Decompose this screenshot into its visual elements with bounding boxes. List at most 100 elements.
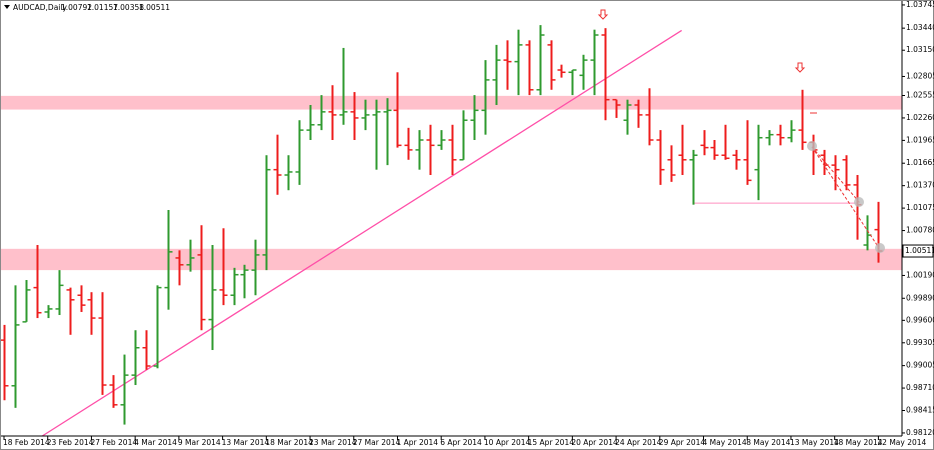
x-tick-label: 10 Apr 2014 [484,438,531,447]
arrows [597,9,806,73]
ohlc-bar [153,285,162,369]
ohlc-bar [437,130,446,150]
ohlc-bar [557,64,566,78]
x-tick-label: 27 Feb 2014 [90,438,137,447]
ohlc-bar [601,28,610,121]
x-tick-label: 15 Apr 2014 [528,438,575,447]
ohlc-bar [87,292,96,335]
ohlc-bar [131,330,140,386]
y-tick-label: 0.99005 [906,361,934,370]
x-tick-label: 23 Feb 2014 [47,438,94,447]
ohlc-bar [415,130,424,170]
ohlc-bar [339,47,348,125]
ohlc-bar [831,155,840,191]
x-tick-label: 13 Mar 2014 [222,438,270,447]
x-tick-label: 18 Feb 2014 [3,438,50,447]
ohlc-bar [503,40,512,90]
projection [807,112,885,253]
ohlc-bar [765,130,774,146]
ohlc-bar [590,29,599,96]
y-tick-label: 1.01075 [906,203,934,212]
ohlc-bar [645,88,654,146]
header-high: 1.01157 [87,3,118,12]
y-tick-label: 1.00190 [906,270,934,279]
y-tick-label: 1.02555 [906,90,934,99]
x-tick-label: 18 Mar 2014 [265,438,313,447]
x-tick-label: 18 May 2014 [834,438,883,447]
y-tick-label: 0.98120 [906,428,934,437]
x-tick-label: 29 Apr 2014 [659,438,706,447]
ohlc-bar [634,99,643,128]
x-tick-label: 8 May 2014 [746,438,790,447]
ohlc-bar [393,72,402,148]
y-tick-label: 0.99600 [906,315,934,324]
ohlc-bar [164,210,173,310]
ohlc-bar [656,130,665,185]
zone [0,95,902,110]
ohlc-bar [470,95,479,141]
ohlc-bar [743,120,752,185]
ohlc-bar [481,60,490,135]
header-low: 1.00358 [113,3,144,12]
ohlc-bar [459,110,468,161]
x-tick-label: 13 May 2014 [790,438,839,447]
ohlc-bar [262,155,271,271]
y-tick-label: 1.03745 [906,0,934,9]
ohlc-bar [306,105,315,141]
y-tick-label: 0.98710 [906,383,934,392]
ohlc-bar [120,354,129,425]
ohlc-bar [678,124,687,176]
header-close: 1.00511 [139,3,170,12]
ohlc-bar [317,95,326,131]
y-tick-label: 1.01370 [906,181,934,190]
price-label: 1.00511 [905,246,934,255]
x-tick-label: 4 Mar 2014 [134,438,177,447]
ohlc-bar [842,155,851,191]
ohlc-bar [525,40,534,96]
ohlc-bar [536,25,545,96]
x-tick-label: 24 Apr 2014 [615,438,662,447]
y-tick-label: 0.99890 [906,293,934,302]
ohlc-bar [208,245,217,351]
ohlc-bar [568,69,577,96]
ohlc-bar [186,239,195,272]
y-tick-label: 1.03150 [906,45,934,54]
x-tick-label: 9 Mar 2014 [178,438,221,447]
ohlc-bar [404,127,413,160]
ohlc-bar [448,124,457,176]
ohlc-bar [142,330,151,370]
ohlc-bar [55,270,64,316]
ohlc-bar [798,89,807,150]
ohlc-bar [11,285,20,408]
ohlc-bar [22,280,31,323]
ohlc-bar [514,29,523,96]
ohlc-bar [66,287,75,335]
y-tick-label: 1.02805 [906,71,934,80]
ohlc-bar [547,40,556,90]
ohlc-bar [689,149,698,205]
y-tick-label: 0.98415 [906,406,934,415]
x-tick-label: 1 Apr 2014 [396,438,438,447]
ohlc-bar [219,228,228,306]
menu-triangle[interactable] [4,5,10,9]
ohlc-bar [197,225,206,331]
plot [0,25,902,437]
ohlc-bar [710,140,719,160]
ohlc-bar [328,85,337,141]
ohlc-bar [754,124,763,201]
ohlc-bar [579,54,588,90]
ohlc-bar [721,124,730,160]
ohlc-bar [667,145,676,182]
y-tick-label: 1.00780 [906,226,934,235]
header-open: 1.00792 [61,3,92,12]
ohlc-bar [492,44,501,106]
ohlc-bar [273,134,282,195]
ohlc-bar [295,120,304,185]
trendline [41,29,683,437]
x-tick-label: 27 Mar 2014 [353,438,401,447]
ohlc-bar [787,120,796,143]
ohlc-bar [175,250,184,286]
ohlc-bar [700,130,709,156]
y-tick-label: 0.99305 [906,338,934,347]
